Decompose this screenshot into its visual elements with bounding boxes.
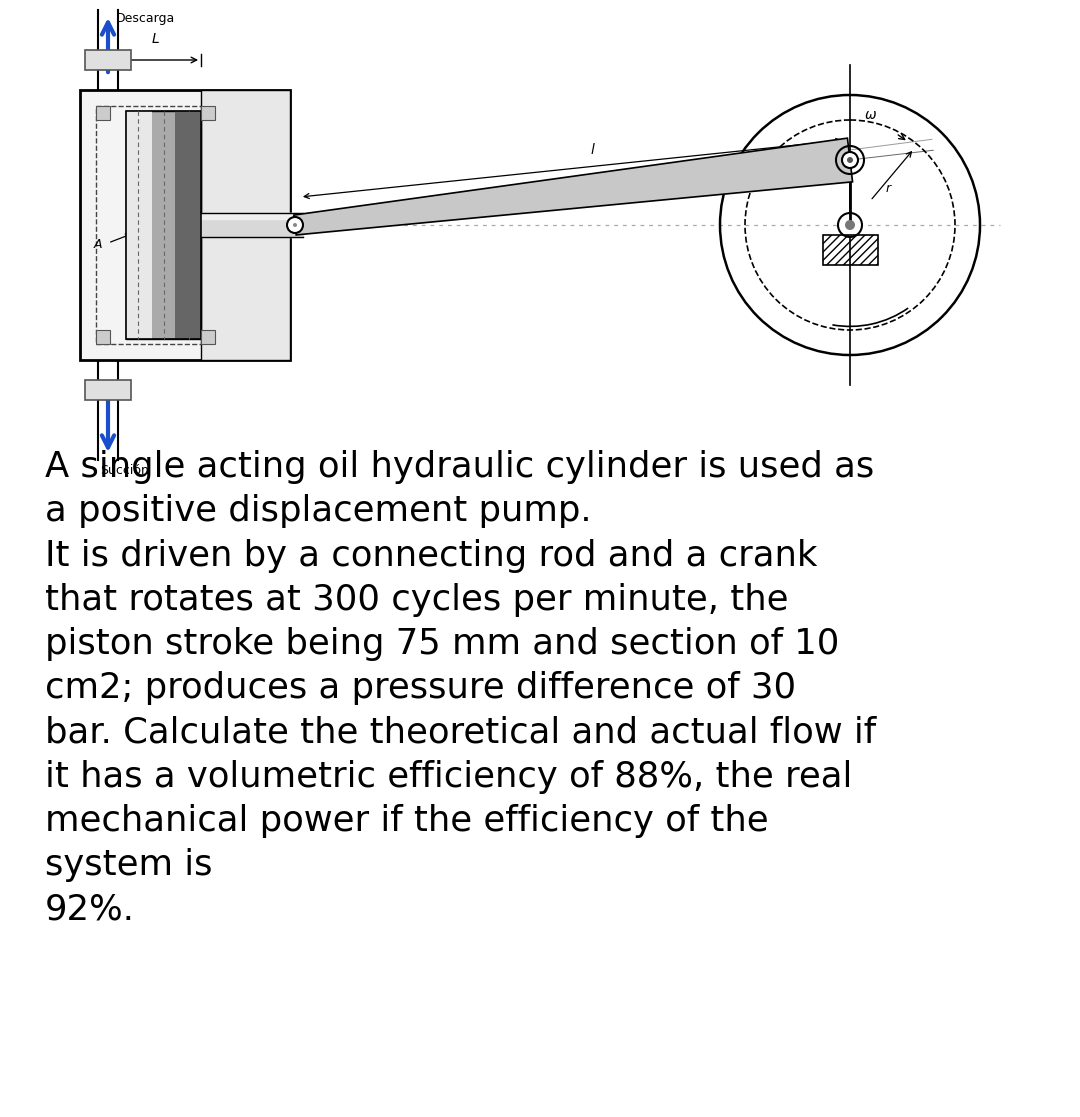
Circle shape [287,217,303,233]
Bar [126,111,152,338]
Bar [126,111,201,338]
Circle shape [845,220,855,230]
Text: ω: ω [864,107,876,122]
Bar [175,111,201,338]
Bar [823,235,877,265]
Bar [85,50,131,70]
Text: Succión: Succión [100,464,149,477]
Text: A single acting oil hydraulic cylinder is used as
a positive displacement pump.
: A single acting oil hydraulic cylinder i… [45,450,876,927]
Bar [201,330,215,344]
Circle shape [842,152,858,168]
Text: Descarga: Descarga [116,12,175,25]
Bar [96,106,110,120]
Text: A: A [94,239,103,251]
Text: l: l [591,143,594,157]
Bar [80,90,291,360]
Circle shape [847,157,853,163]
Bar [126,111,201,338]
Text: r: r [886,182,891,194]
Text: L: L [152,32,160,46]
Bar [96,106,274,344]
Bar [201,90,291,360]
Circle shape [293,223,297,227]
Bar [201,106,215,120]
Bar [96,330,110,344]
Polygon shape [294,139,852,235]
Circle shape [838,213,862,237]
Bar [85,380,131,400]
